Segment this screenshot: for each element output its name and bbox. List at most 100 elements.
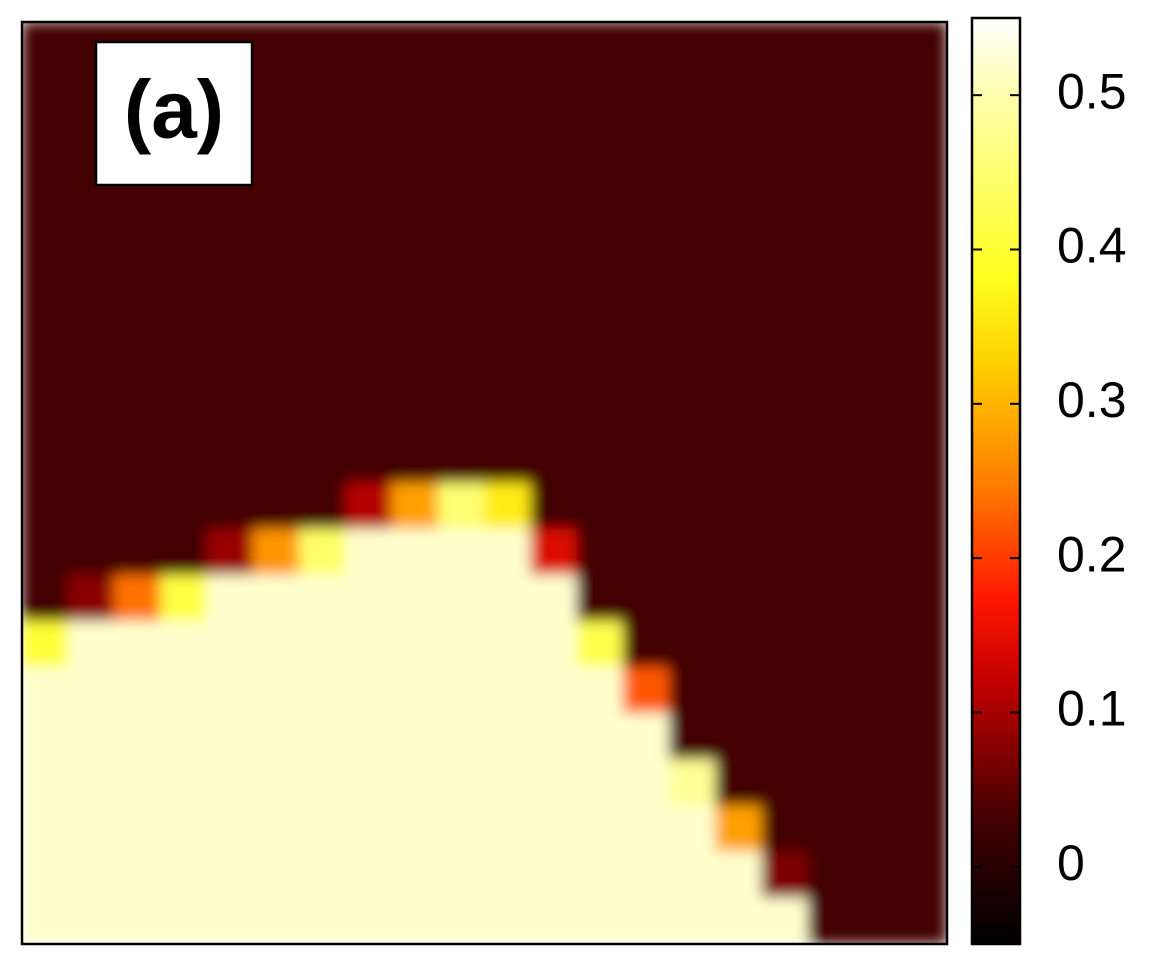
cell (761, 390, 809, 438)
cell (530, 298, 578, 346)
cell (299, 620, 347, 668)
cell (807, 298, 855, 346)
cell (715, 113, 763, 161)
cell (576, 759, 624, 807)
cell (345, 482, 393, 530)
cell (669, 897, 717, 944)
cell (530, 897, 578, 944)
colorbar (970, 16, 1022, 946)
cell (807, 67, 855, 115)
cell (299, 298, 347, 346)
cell (484, 851, 532, 899)
cell (900, 344, 947, 392)
cell (206, 528, 254, 576)
cell (622, 482, 670, 530)
cell (437, 436, 485, 484)
cell (299, 113, 347, 161)
cell (715, 298, 763, 346)
cell (206, 252, 254, 300)
cell (900, 390, 947, 438)
colorbar-tick-label: 0.3 (1057, 372, 1127, 428)
cell (391, 528, 439, 576)
cell (900, 482, 947, 530)
cell (67, 482, 115, 530)
cell (622, 298, 670, 346)
cell (854, 252, 902, 300)
cell (345, 22, 393, 69)
cell (252, 897, 300, 944)
cell (854, 205, 902, 253)
cell (669, 620, 717, 668)
panel-label-box (94, 40, 254, 187)
cell (576, 528, 624, 576)
cell (252, 344, 300, 392)
cell (391, 344, 439, 392)
cell (576, 67, 624, 115)
cell (114, 205, 162, 253)
cell (622, 113, 670, 161)
cell (206, 298, 254, 346)
cell (576, 205, 624, 253)
cell (252, 713, 300, 761)
cell (484, 805, 532, 853)
cell (206, 851, 254, 899)
cell (622, 759, 670, 807)
cell (715, 482, 763, 530)
cell (761, 482, 809, 530)
cell (761, 666, 809, 714)
cell (530, 252, 578, 300)
cell (854, 759, 902, 807)
cell (160, 205, 208, 253)
cell (761, 759, 809, 807)
cell (900, 67, 947, 115)
colorbar-tick-label: 0.2 (1057, 526, 1127, 582)
cell (530, 22, 578, 69)
cell (807, 851, 855, 899)
cell (252, 67, 300, 115)
cell (669, 113, 717, 161)
cell (67, 805, 115, 853)
cell (160, 805, 208, 853)
cell (160, 390, 208, 438)
cell (900, 574, 947, 622)
cell (160, 759, 208, 807)
cell (114, 482, 162, 530)
cell (22, 759, 69, 807)
cell (622, 805, 670, 853)
cell (252, 805, 300, 853)
cell (299, 22, 347, 69)
cell (576, 113, 624, 161)
cell (22, 205, 69, 253)
cell (761, 805, 809, 853)
cell (114, 759, 162, 807)
cell (622, 851, 670, 899)
cell (22, 252, 69, 300)
cell (715, 713, 763, 761)
cell (761, 713, 809, 761)
cell (206, 344, 254, 392)
cell (391, 113, 439, 161)
cell (854, 113, 902, 161)
colorbar-tick-label: 0.1 (1057, 681, 1127, 737)
cell (114, 897, 162, 944)
cell (854, 390, 902, 438)
cell (391, 252, 439, 300)
cell (530, 528, 578, 576)
cell (391, 666, 439, 714)
cell (484, 22, 532, 69)
cell (807, 390, 855, 438)
cell (391, 22, 439, 69)
cell (854, 159, 902, 207)
cell (299, 759, 347, 807)
cell (807, 436, 855, 484)
cell (67, 897, 115, 944)
cell (22, 390, 69, 438)
cell (391, 713, 439, 761)
cell (114, 528, 162, 576)
cell (345, 252, 393, 300)
cell (530, 67, 578, 115)
cell (900, 252, 947, 300)
cell (391, 390, 439, 438)
cell (299, 666, 347, 714)
cell (437, 67, 485, 115)
